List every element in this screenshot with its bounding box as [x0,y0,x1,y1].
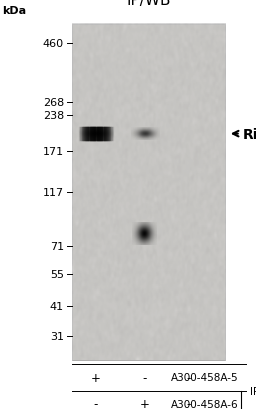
Text: Rictor: Rictor [243,127,256,141]
Text: 31: 31 [50,332,64,342]
Text: IP/WB: IP/WB [126,0,171,8]
Text: 117: 117 [43,187,64,198]
Text: 238: 238 [43,110,64,120]
Text: -: - [94,398,98,409]
Text: A300-458A-6: A300-458A-6 [170,399,238,409]
Text: 55: 55 [50,270,64,279]
FancyBboxPatch shape [72,25,225,360]
Text: 268: 268 [43,98,64,108]
Text: 41: 41 [50,301,64,311]
Text: 460: 460 [43,39,64,49]
Text: A300-458A-5: A300-458A-5 [170,372,238,382]
Text: -: - [142,371,147,384]
Text: IP: IP [250,386,256,396]
Text: +: + [91,371,101,384]
Text: +: + [140,398,150,409]
Text: -: - [186,371,190,384]
Text: -: - [186,398,190,409]
Text: 71: 71 [50,242,64,252]
Text: kDa: kDa [3,7,27,16]
Text: 171: 171 [43,146,64,156]
